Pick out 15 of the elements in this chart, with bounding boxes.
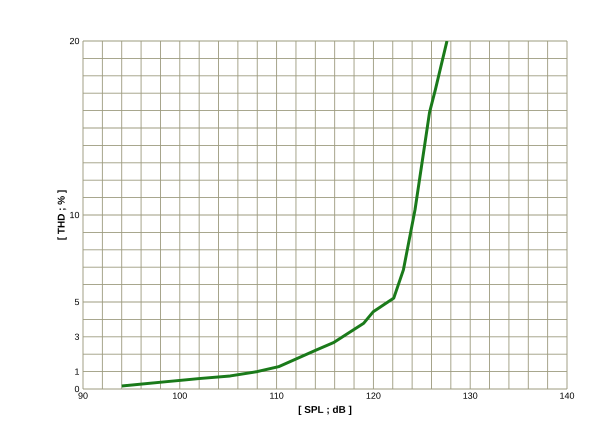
x-tick-label: 90 — [78, 392, 88, 399]
y-axis-title: [ THD ; % ] — [57, 190, 67, 240]
x-tick-label: 110 — [270, 392, 284, 399]
x-tick-label: 130 — [463, 392, 478, 399]
line-series — [120, 40, 448, 388]
x-tick-label: 120 — [366, 392, 381, 399]
x-axis-title: [ SPL ; dB ] — [298, 406, 352, 415]
x-tick-label: 100 — [173, 392, 187, 399]
y-tick-label: 0 — [74, 386, 80, 392]
x-tick-label: 140 — [560, 392, 574, 399]
y-tick-label: 20 — [70, 38, 80, 44]
y-tick-label: 3 — [74, 334, 80, 340]
y-tick-label: 10 — [70, 212, 80, 218]
y-tick-label: 5 — [74, 298, 80, 306]
y-tick-label: 1 — [75, 368, 80, 375]
